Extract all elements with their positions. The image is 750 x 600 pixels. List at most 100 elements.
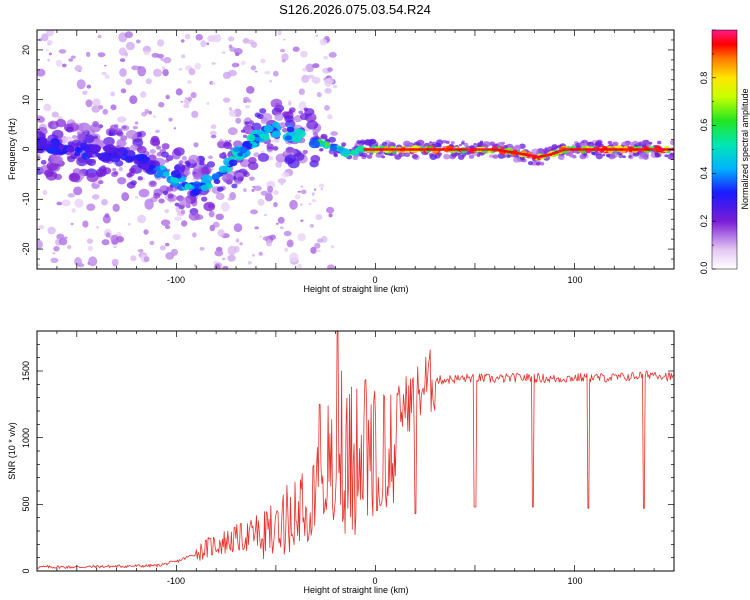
- noise-blob: [46, 30, 54, 37]
- ridge-blob: [257, 129, 264, 135]
- noise-blob: [56, 201, 63, 206]
- noise-blob: [39, 38, 43, 42]
- halo-blob: [206, 161, 216, 168]
- halo-blob: [583, 153, 588, 156]
- noise-blob: [160, 57, 164, 62]
- halo-blob: [649, 141, 653, 145]
- halo-blob: [450, 141, 455, 145]
- noise-blob: [117, 116, 127, 123]
- noise-blob: [113, 245, 117, 249]
- noise-blob: [246, 86, 255, 94]
- noise-blob: [258, 251, 263, 256]
- halo-blob: [409, 143, 414, 147]
- ridge-blob: [162, 171, 170, 177]
- noise-blob: [311, 192, 315, 196]
- noise-blob: [124, 31, 133, 39]
- noise-blob: [324, 78, 332, 87]
- colorbar-tick-label: 0.2: [699, 215, 709, 228]
- noise-blob: [300, 185, 304, 188]
- noise-blob: [137, 214, 147, 224]
- noise-blob: [330, 131, 338, 136]
- ridge-blob: [263, 124, 274, 133]
- halo-blob: [240, 129, 245, 133]
- noise-blob: [263, 214, 268, 217]
- halo-blob: [221, 152, 226, 156]
- noise-blob: [264, 193, 273, 202]
- halo-blob: [270, 98, 283, 109]
- noise-blob: [211, 81, 216, 86]
- noise-blob: [131, 65, 139, 71]
- halo-blob: [126, 181, 136, 189]
- noise-blob: [82, 220, 89, 228]
- halo-blob: [341, 142, 347, 147]
- noise-blob: [315, 214, 323, 221]
- noise-blob: [86, 238, 93, 244]
- halo-blob: [468, 154, 475, 159]
- noise-blob: [250, 209, 258, 215]
- halo-blob: [222, 173, 234, 183]
- ridge-blob: [149, 164, 155, 170]
- noise-blob: [298, 110, 304, 115]
- noise-blob: [281, 53, 289, 61]
- ridge-blob: [58, 144, 65, 150]
- noise-blob: [135, 196, 139, 199]
- halo-blob: [98, 180, 104, 185]
- noise-blob: [217, 229, 225, 237]
- halo-blob: [93, 135, 98, 139]
- noise-blob: [200, 40, 207, 48]
- noise-blob: [235, 52, 240, 57]
- ridge-blob: [342, 148, 350, 155]
- halo-blob: [470, 145, 475, 149]
- noise-blob: [273, 202, 278, 208]
- halo-blob: [435, 142, 441, 148]
- halo-blob: [568, 153, 574, 158]
- noise-blob: [157, 39, 165, 47]
- halo-blob: [203, 201, 216, 212]
- noise-blob: [86, 84, 92, 89]
- noise-blob: [97, 34, 102, 39]
- halo-blob: [259, 108, 267, 114]
- spectrogram-heatmap: [37, 30, 674, 269]
- noise-blob: [292, 46, 300, 52]
- noise-blob: [51, 111, 59, 118]
- halo-blob: [361, 152, 368, 158]
- spectrogram-x-tick-labels: -100 0 100: [167, 275, 583, 285]
- ridge-blob: [194, 184, 200, 189]
- ridge-blob: [86, 153, 93, 158]
- halo-blob: [156, 152, 163, 157]
- ridge-blob: [245, 142, 253, 149]
- halo-blob: [489, 154, 494, 159]
- noise-blob: [180, 209, 186, 215]
- noise-blob: [252, 186, 256, 188]
- ridge-blob: [228, 159, 238, 167]
- halo-blob: [306, 120, 319, 130]
- noise-blob: [161, 66, 166, 70]
- halo-blob: [55, 119, 67, 128]
- noise-blob: [314, 242, 321, 249]
- halo-blob: [657, 140, 662, 145]
- noise-blob: [175, 88, 183, 96]
- halo-blob: [473, 143, 477, 146]
- noise-blob: [297, 263, 302, 269]
- y-tick-label: -10: [21, 192, 31, 205]
- noise-blob: [286, 239, 294, 248]
- noise-blob: [313, 188, 317, 192]
- noise-blob: [130, 255, 137, 262]
- noise-blob: [68, 58, 73, 62]
- ridge-blob: [329, 145, 338, 152]
- noise-blob: [328, 213, 333, 218]
- noise-blob: [181, 220, 188, 227]
- noise-blob: [221, 51, 226, 54]
- noise-blob: [281, 172, 290, 178]
- noise-blob: [317, 238, 324, 243]
- noise-blob: [307, 74, 315, 79]
- ridge-blob: [109, 153, 121, 163]
- colorbar-gradient: [712, 30, 737, 269]
- colorbar-tick-label: 0.0: [699, 262, 709, 275]
- noise-blob: [227, 36, 235, 42]
- noise-blob: [297, 190, 301, 193]
- halo-blob: [279, 122, 287, 129]
- ridge-blob: [80, 146, 86, 151]
- noise-blob: [210, 124, 217, 129]
- halo-blob: [411, 153, 418, 159]
